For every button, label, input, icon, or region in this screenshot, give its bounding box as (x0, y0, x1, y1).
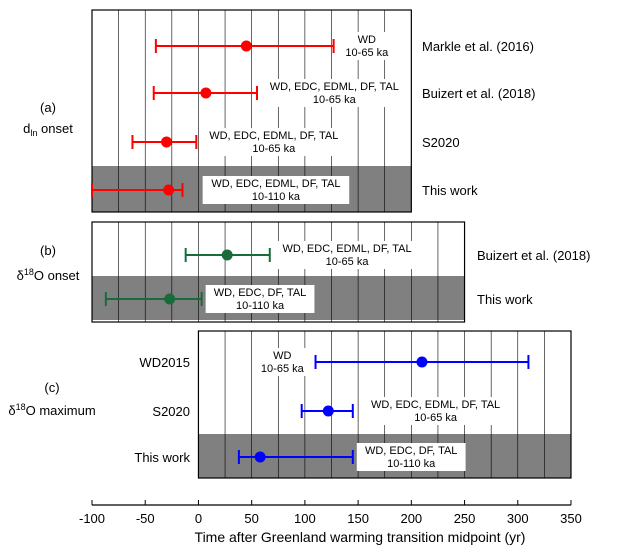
series-label: Buizert et al. (2018) (477, 248, 590, 263)
x-tick-label: -50 (136, 511, 155, 526)
info-label: WD, EDC, EDML, DF, TAL (211, 178, 340, 190)
x-tick-label: 300 (507, 511, 529, 526)
panel-label: dln onset (23, 121, 73, 138)
info-label-box (362, 397, 509, 425)
info-label-box (356, 443, 466, 471)
panel-label-sup: 18 (24, 267, 34, 277)
series-label: This work (422, 183, 478, 198)
info-label: WD, EDC, EDML, DF, TAL (209, 130, 338, 142)
data-point (240, 40, 252, 52)
info-label: WD (358, 34, 376, 46)
data-point (200, 87, 212, 99)
panel-tag: (c) (44, 380, 59, 395)
info-label: 10-65 ka (261, 363, 305, 375)
series-label: S2020 (422, 135, 460, 150)
data-point (322, 405, 334, 417)
info-label: 10-65 ka (252, 143, 296, 155)
x-axis: -100 -50 0 50 100 150 200 250 300 350 (79, 500, 582, 526)
panel-tag: (b) (40, 243, 56, 258)
panel-label-main: δ (8, 403, 15, 418)
series-label: This work (477, 292, 533, 307)
series-label: S2020 (152, 404, 190, 419)
x-tick-label: 250 (454, 511, 476, 526)
panel-label-sup: 18 (16, 402, 26, 412)
info-label: 10-110 ka (387, 458, 436, 470)
info-label: 10-65 ka (326, 256, 370, 268)
x-tick-label: 100 (294, 511, 316, 526)
x-tick-label: -100 (79, 511, 105, 526)
panel-frame (197, 330, 572, 479)
series-label: This work (134, 450, 190, 465)
panel-frame (91, 221, 466, 323)
x-axis-label: Time after Greenland warming transition … (195, 529, 526, 545)
info-label: WD, EDC, EDML, DF, TAL (270, 81, 399, 93)
data-point (164, 293, 176, 305)
info-label: WD, EDC, EDML, DF, TAL (282, 243, 411, 255)
panel-label: δ18O onset (17, 267, 80, 283)
data-point (221, 249, 233, 261)
data-point (416, 356, 428, 368)
info-label-box (253, 348, 312, 376)
info-label: WD (273, 350, 291, 362)
info-label: 10-65 ka (313, 94, 357, 106)
info-label-box (202, 176, 350, 204)
panel-label-rest: onset (37, 121, 73, 136)
info-label: WD, EDC, DF, TAL (365, 445, 458, 457)
info-label-box (337, 32, 397, 60)
panel-tag: (a) (40, 100, 56, 115)
x-tick-label: 150 (347, 511, 369, 526)
x-tick-label: 50 (244, 511, 258, 526)
panel-label-main: δ (17, 268, 24, 283)
series-label: Markle et al. (2016) (422, 39, 534, 54)
panel-frame (91, 9, 412, 213)
info-label: 10-110 ka (252, 191, 301, 203)
x-tick-label: 200 (400, 511, 422, 526)
panel-label: δ18O maximum (8, 402, 95, 418)
data-point (254, 451, 266, 463)
info-label-box (205, 285, 315, 313)
x-tick-label: 0 (195, 511, 202, 526)
panel-label-sub: ln (30, 128, 37, 138)
x-tick-label: 350 (560, 511, 582, 526)
series-label: Buizert et al. (2018) (422, 86, 535, 101)
data-point (163, 184, 175, 196)
info-label: 10-65 ka (414, 412, 458, 424)
panel-label-main: d (23, 121, 30, 136)
info-label-box (260, 79, 408, 107)
info-label-box (273, 241, 421, 269)
panel-label-rest: O maximum (26, 403, 96, 418)
info-label: WD, EDC, DF, TAL (214, 287, 307, 299)
info-label: 10-65 ka (345, 47, 389, 59)
data-point (161, 136, 173, 148)
info-label: 10-110 ka (236, 300, 285, 312)
panel-label-rest: O onset (34, 268, 80, 283)
series-label: WD2015 (139, 355, 190, 370)
info-label-box (200, 128, 348, 156)
info-label: WD, EDC, EDML, DF, TAL (371, 399, 500, 411)
